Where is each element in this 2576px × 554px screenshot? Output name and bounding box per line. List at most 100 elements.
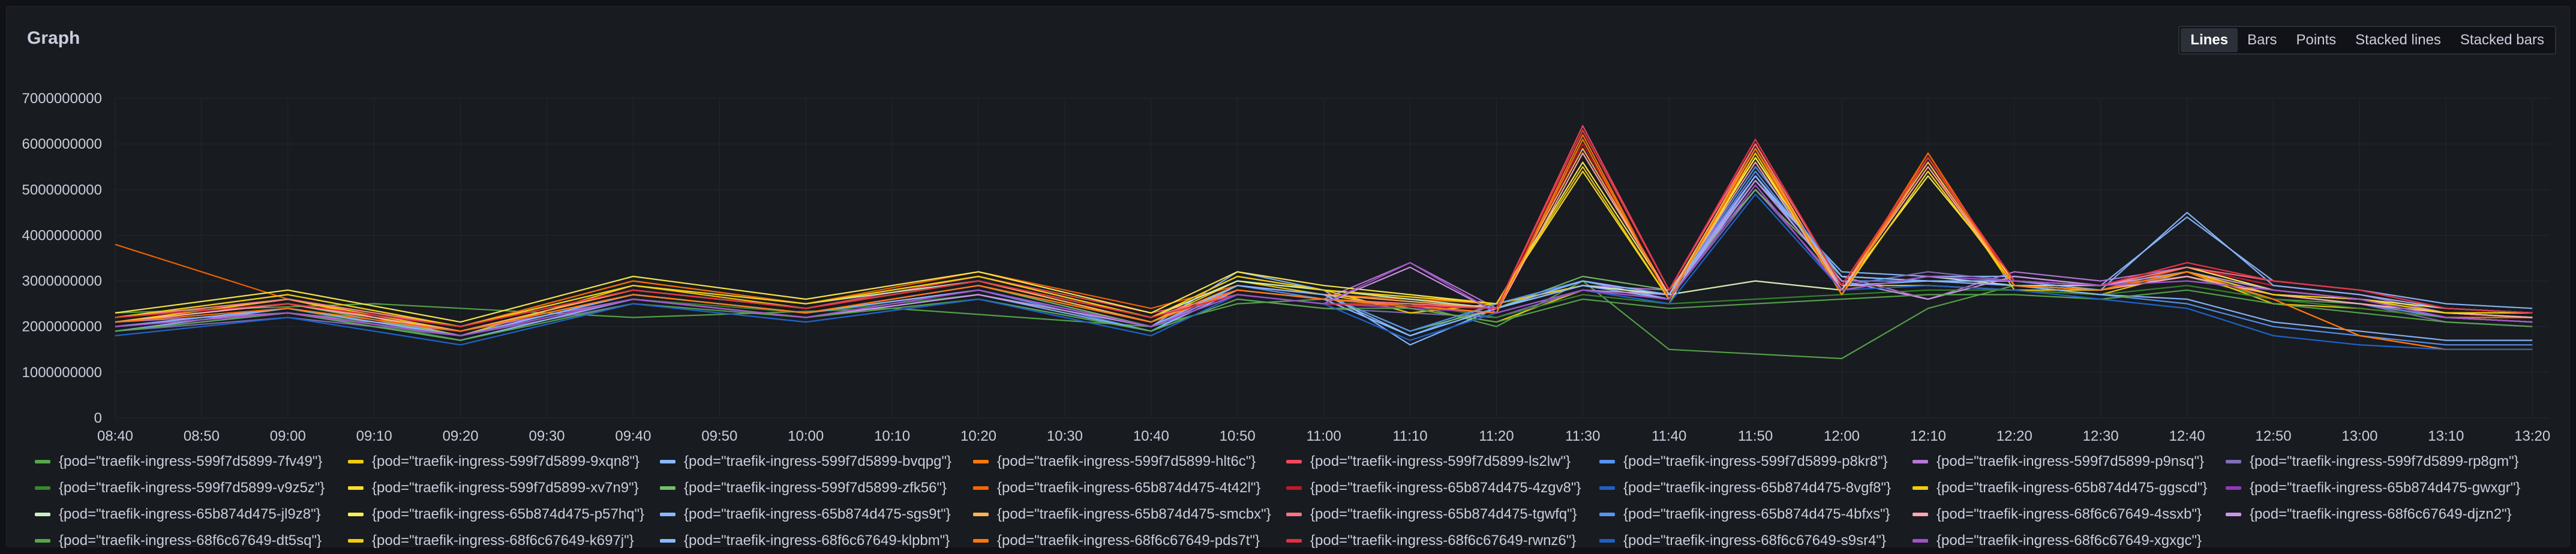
legend-color-swatch <box>2226 486 2241 490</box>
legend-label: {pod="traefik-ingress-68f6c67649-rwnz6"} <box>1310 532 1577 549</box>
legend-label: {pod="traefik-ingress-68f6c67649-k697j"} <box>372 532 634 549</box>
legend-item[interactable]: {pod="traefik-ingress-65b874d475-4bfxs"} <box>1599 501 1913 528</box>
x-tick-label: 08:50 <box>184 428 220 444</box>
legend-item[interactable]: {pod="traefik-ingress-599f7d5899-ls2lw"} <box>1286 448 1599 475</box>
legend-label: {pod="traefik-ingress-599f7d5899-v9z5z"} <box>59 480 325 496</box>
chart-legend: {pod="traefik-ingress-599f7d5899-7fv49"}… <box>35 448 2560 554</box>
legend-label: {pod="traefik-ingress-599f7d5899-7fv49"} <box>59 453 323 469</box>
legend-label: {pod="traefik-ingress-599f7d5899-p8kr8"} <box>1623 453 1888 469</box>
legend-item[interactable]: {pod="traefik-ingress-65b874d475-jl9z8"} <box>35 501 348 528</box>
y-tick-label: 6000000000 <box>22 136 102 152</box>
legend-label: {pod="traefik-ingress-65b874d475-tgwfq"} <box>1310 506 1577 522</box>
legend-item[interactable]: {pod="traefik-ingress-65b874d475-tgwfq"} <box>1286 501 1599 528</box>
x-tick-label: 09:20 <box>443 428 479 444</box>
legend-item[interactable]: {pod="traefik-ingress-68f6c67649-xgxgc"} <box>1913 528 2226 554</box>
legend-label: {pod="traefik-ingress-65b874d475-ggscd"} <box>1936 480 2208 496</box>
legend-label: {pod="traefik-ingress-599f7d5899-ls2lw"} <box>1310 453 1571 469</box>
x-tick-label: 12:50 <box>2255 428 2291 444</box>
legend-item[interactable]: {pod="traefik-ingress-599f7d5899-bvqpg"} <box>660 448 973 475</box>
legend-item[interactable]: {pod="traefik-ingress-68f6c67649-pds7t"} <box>973 528 1286 554</box>
series-line[interactable] <box>115 130 2533 327</box>
x-tick-label: 13:20 <box>2514 428 2550 444</box>
legend-color-swatch <box>35 486 50 490</box>
legend-item[interactable]: {pod="traefik-ingress-599f7d5899-9xqn8"} <box>348 448 660 475</box>
legend-color-swatch <box>660 539 675 543</box>
legend-item[interactable]: {pod="traefik-ingress-68f6c67649-4ssxb"} <box>1913 501 2226 528</box>
series-line[interactable] <box>115 152 2533 327</box>
visualization-mode-switch: Lines Bars Points Stacked lines Stacked bars <box>2178 26 2556 55</box>
chart-plot-area[interactable]: 0 1000000000 2000000000 3000000000 400000000… <box>0 0 2576 444</box>
series-line[interactable] <box>115 275 2533 360</box>
viz-mode-stacked-lines-button[interactable]: Stacked lines <box>2355 32 2441 48</box>
legend-label: {pod="traefik-ingress-68f6c67649-s9sr4"} <box>1623 532 1886 549</box>
x-tick-label: 10:20 <box>960 428 996 444</box>
x-tick-label: 10:00 <box>788 428 824 444</box>
legend-item[interactable]: {pod="traefik-ingress-599f7d5899-zfk56"} <box>660 475 973 501</box>
viz-mode-points-button[interactable]: Points <box>2296 32 2337 48</box>
legend-item[interactable]: {pod="traefik-ingress-68f6c67649-djzn2"} <box>2226 501 2538 528</box>
legend-item[interactable]: {pod="traefik-ingress-65b874d475-p57hq"} <box>348 501 660 528</box>
legend-label: {pod="traefik-ingress-599f7d5899-bvqpg"} <box>684 453 952 469</box>
legend-item[interactable]: {pod="traefik-ingress-65b874d475-gwxgr"} <box>2226 475 2538 501</box>
legend-item[interactable]: {pod="traefik-ingress-65b874d475-ggscd"} <box>1913 475 2226 501</box>
legend-item[interactable]: {pod="traefik-ingress-599f7d5899-7fv49"} <box>35 448 348 475</box>
legend-label: {pod="traefik-ingress-65b874d475-gwxgr"} <box>2250 480 2521 496</box>
x-tick-label: 12:10 <box>1910 428 1946 444</box>
legend-color-swatch <box>1286 486 1302 490</box>
legend-item[interactable]: {pod="traefik-ingress-65b874d475-4zgv8"} <box>1286 475 1599 501</box>
series-line[interactable] <box>115 156 2533 323</box>
legend-item[interactable]: {pod="traefik-ingress-65b874d475-4t42l"} <box>973 475 1286 501</box>
x-tick-label: 11:20 <box>1479 428 1514 444</box>
legend-color-swatch <box>660 486 675 490</box>
legend-label: {pod="traefik-ingress-65b874d475-smcbx"} <box>997 506 1271 522</box>
legend-item[interactable]: {pod="traefik-ingress-599f7d5899-v9z5z"} <box>35 475 348 501</box>
legend-item[interactable]: {pod="traefik-ingress-599f7d5899-rp8gm"} <box>2226 448 2538 475</box>
series-line[interactable] <box>115 184 2533 336</box>
viz-mode-bars-button[interactable]: Bars <box>2247 32 2277 48</box>
legend-color-swatch <box>2226 460 2241 463</box>
x-tick-label: 12:30 <box>2083 428 2119 444</box>
legend-item[interactable]: {pod="traefik-ingress-68f6c67649-klpbm"} <box>660 528 973 554</box>
legend-row: {pod="traefik-ingress-599f7d5899-v9z5z"}… <box>35 475 2560 501</box>
legend-item[interactable]: {pod="traefik-ingress-65b874d475-8vgf8"} <box>1599 475 1913 501</box>
legend-color-swatch <box>1913 460 1928 463</box>
viz-mode-lines-button[interactable]: Lines <box>2181 28 2238 52</box>
series-line[interactable] <box>115 289 2533 341</box>
legend-color-swatch <box>973 486 989 490</box>
x-tick-label: 11:50 <box>1738 428 1773 444</box>
x-tick-label: 12:40 <box>2169 428 2205 444</box>
viz-mode-stacked-bars-button[interactable]: Stacked bars <box>2460 32 2544 48</box>
legend-item[interactable]: {pod="traefik-ingress-68f6c67649-k697j"} <box>348 528 660 554</box>
legend-item[interactable]: {pod="traefik-ingress-68f6c67649-s9sr4"} <box>1599 528 1913 554</box>
legend-color-swatch <box>660 460 675 463</box>
legend-label: {pod="traefik-ingress-599f7d5899-p9nsq"} <box>1936 453 2205 469</box>
legend-color-swatch <box>973 460 989 463</box>
legend-item[interactable]: {pod="traefik-ingress-68f6c67649-dt5sq"} <box>35 528 348 554</box>
y-tick-label: 4000000000 <box>22 227 102 243</box>
legend-color-swatch <box>1599 513 1615 516</box>
legend-color-swatch <box>348 486 364 490</box>
x-tick-label: 11:10 <box>1392 428 1427 444</box>
x-tick-label: 10:50 <box>1220 428 1256 444</box>
legend-item[interactable]: {pod="traefik-ingress-599f7d5899-p9nsq"} <box>1913 448 2226 475</box>
legend-color-swatch <box>1286 513 1302 516</box>
x-tick-label: 08:40 <box>97 428 133 444</box>
legend-item[interactable]: {pod="traefik-ingress-599f7d5899-hlt6c"} <box>973 448 1286 475</box>
legend-color-swatch <box>1286 539 1302 543</box>
legend-item[interactable]: {pod="traefik-ingress-599f7d5899-xv7n9"} <box>348 475 660 501</box>
legend-color-swatch <box>1286 460 1302 463</box>
legend-color-swatch <box>1599 460 1615 463</box>
y-tick-label: 1000000000 <box>22 365 102 381</box>
legend-color-swatch <box>348 539 364 543</box>
legend-label: {pod="traefik-ingress-599f7d5899-rp8gm"} <box>2250 453 2519 469</box>
legend-color-swatch <box>35 513 50 516</box>
series-line[interactable] <box>115 285 2533 341</box>
legend-color-swatch <box>660 513 675 516</box>
legend-item[interactable]: {pod="traefik-ingress-599f7d5899-p8kr8"} <box>1599 448 1913 475</box>
legend-item[interactable]: {pod="traefik-ingress-68f6c67649-rwnz6"} <box>1286 528 1599 554</box>
legend-item[interactable]: {pod="traefik-ingress-65b874d475-sgs9t"} <box>660 501 973 528</box>
x-tick-label: 12:20 <box>1996 428 2032 444</box>
legend-color-swatch <box>973 539 989 543</box>
x-tick-label: 13:00 <box>2341 428 2377 444</box>
legend-item[interactable]: {pod="traefik-ingress-65b874d475-smcbx"} <box>973 501 1286 528</box>
